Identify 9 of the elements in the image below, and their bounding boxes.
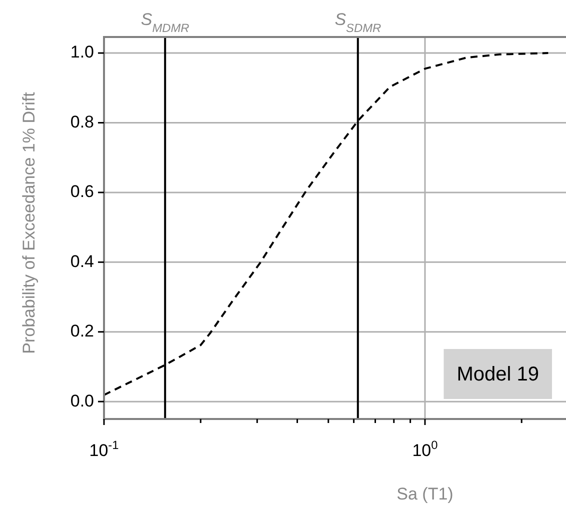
x-axis-title: Sa (T1) (396, 484, 454, 504)
y-tick-label: 1.0 (70, 42, 94, 62)
y-tick-label: 0.6 (70, 182, 94, 202)
y-tick-label: 0.0 (70, 391, 94, 410)
y-tick-label: 0.8 (70, 112, 94, 132)
y-tick-label: 0.2 (70, 322, 94, 341)
annotation: Model 19 (456, 364, 540, 386)
y-axis-title: Probability of Exceedance 1% Drift (20, 92, 39, 354)
y-tick-label: 0.4 (70, 252, 94, 271)
